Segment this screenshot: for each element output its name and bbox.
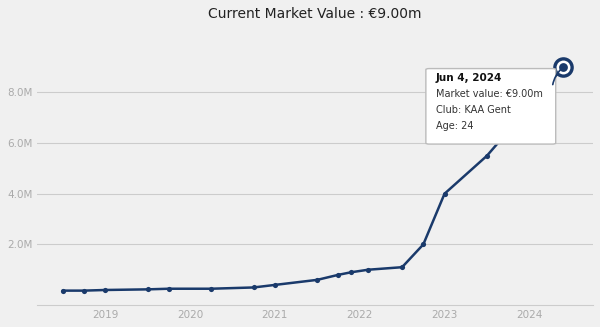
Point	[482, 153, 492, 158]
Point	[559, 64, 568, 70]
Point	[206, 286, 216, 291]
Point	[346, 270, 356, 275]
Point	[559, 64, 568, 70]
Point	[249, 285, 259, 290]
Point	[334, 272, 343, 277]
Point	[58, 288, 67, 293]
Text: Club: KAA Gent: Club: KAA Gent	[436, 105, 511, 115]
Text: Jun 4, 2024: Jun 4, 2024	[436, 73, 502, 83]
Text: Market value: €9.00m: Market value: €9.00m	[436, 89, 543, 99]
Point	[79, 288, 89, 293]
Point	[397, 265, 407, 270]
FancyBboxPatch shape	[426, 69, 556, 144]
Point	[440, 191, 449, 196]
Title: Current Market Value : €9.00m: Current Market Value : €9.00m	[208, 7, 422, 21]
Point	[559, 64, 568, 70]
Point	[419, 242, 428, 247]
Point	[270, 282, 280, 287]
Point	[559, 64, 568, 70]
Point	[143, 287, 152, 292]
Text: Age: 24: Age: 24	[436, 121, 473, 130]
Point	[313, 277, 322, 283]
Point	[100, 287, 110, 293]
Point	[164, 286, 173, 291]
Point	[364, 267, 373, 272]
